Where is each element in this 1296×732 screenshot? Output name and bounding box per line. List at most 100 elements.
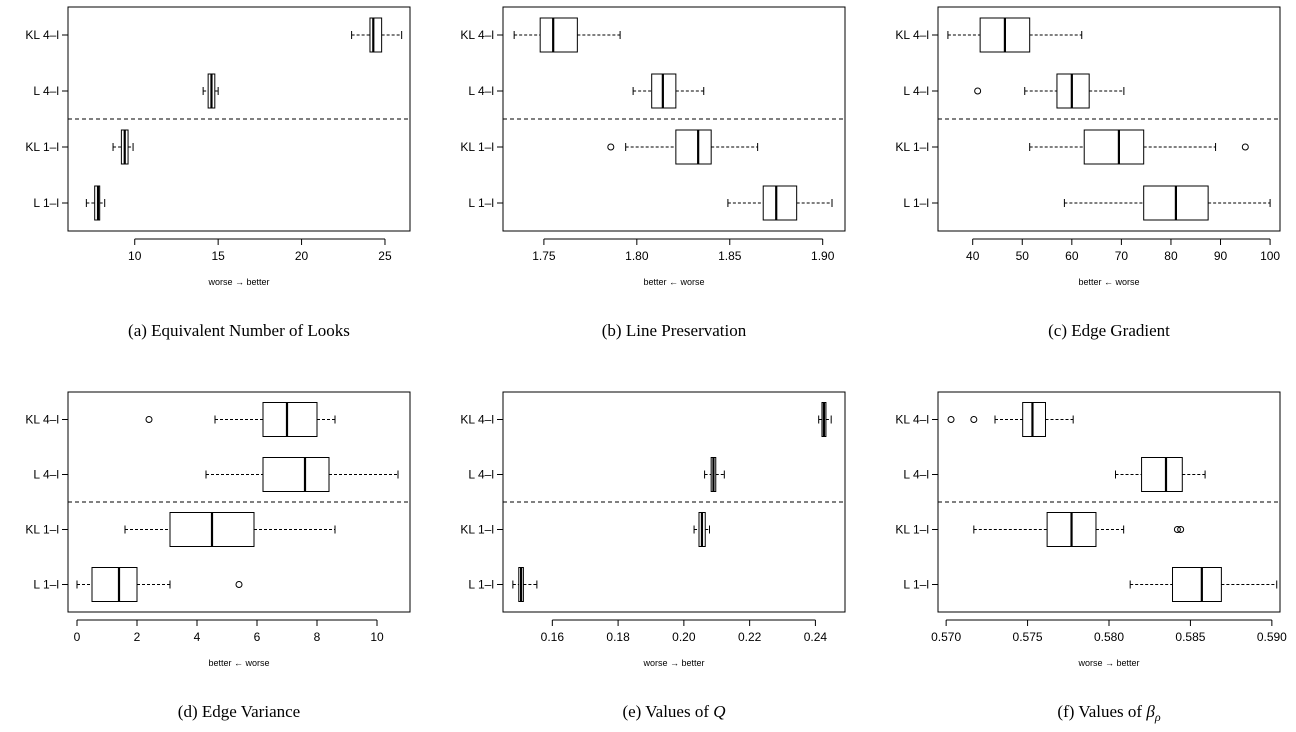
x-tick-label: 0.16 [541,630,565,644]
box-4 [1129,567,1278,602]
x-tick-label: 4 [194,630,201,644]
x-tick-label: 0.585 [1175,630,1205,644]
box-2 [704,457,725,492]
outlier-point [607,143,615,151]
x-tick-label: 0 [74,630,81,644]
iqr-box [369,17,383,53]
panel-d: 0 2 4 6 8 10 better ← worse KL 4–l L 4–l KL 1–l L … [25,391,411,721]
box-3 [112,129,134,165]
box-1 [145,402,336,437]
box-4 [727,185,833,221]
iqr-box [1083,129,1145,165]
x-axis-label: worse → better [1077,658,1139,668]
box-3 [693,512,711,547]
category-label: KL 1–l [25,523,59,537]
category-label: KL 1–l [460,140,494,154]
x-tick-label: 100 [1260,249,1280,263]
category-label: KL 4–l [895,413,929,427]
category-label: L 1–l [468,578,494,592]
category-label: KL 4–l [895,28,929,42]
box-1 [818,402,832,437]
x-tick-label: 1.75 [532,249,556,263]
x-tick-label: 8 [314,630,321,644]
panel-caption: (c) Edge Gradient [1048,321,1170,340]
iqr-box [1141,457,1183,492]
iqr-box [262,402,318,437]
x-tick-label: 1.85 [718,249,742,263]
box-2 [1115,457,1206,492]
x-tick-label: 0.18 [606,630,630,644]
caption-text: (d) Edge Variance [178,702,300,721]
caption-subscript: ρ [1154,710,1161,724]
box-2 [632,73,705,109]
box-4 [512,567,538,602]
x-tick-label: 0.20 [672,630,696,644]
panel-caption: (e) Values of Q [622,702,725,721]
category-label: KL 4–l [25,28,59,42]
caption-text: (a) Equivalent Number of Looks [128,321,350,340]
x-axis-label: better ← worse [1078,277,1139,287]
box-3 [973,512,1185,547]
iqr-box [1022,402,1046,437]
category-label: L 1–l [33,578,59,592]
panel-e: 0.16 0.18 0.20 0.22 0.24 worse → better KL 4–l… [460,391,846,721]
box-4 [1063,185,1271,221]
x-tick-label: 6 [254,630,261,644]
x-tick-label: 0.580 [1094,630,1124,644]
box-2 [974,73,1125,109]
category-label: L 1–l [33,196,59,210]
x-tick-label: 50 [1016,249,1030,263]
caption-symbol: Q [713,702,725,721]
x-tick-label: 80 [1164,249,1178,263]
box-1 [351,17,403,53]
iqr-box [91,567,138,602]
category-label: KL 1–l [460,523,494,537]
x-axis-label: worse → better [642,658,704,668]
caption-symbol: β [1145,702,1155,721]
box-4 [76,567,243,602]
iqr-box [1056,73,1090,109]
box-3 [1029,129,1249,165]
panel-caption: (f) Values of βρ [1057,702,1160,724]
x-tick-label: 0.575 [1013,630,1043,644]
box-3 [607,129,759,165]
x-tick-label: 0.590 [1257,630,1287,644]
category-label: L 4–l [468,84,494,98]
outlier-point [970,416,978,423]
outlier-point [1177,526,1185,533]
x-tick-label: 20 [295,249,309,263]
outlier-point [235,581,243,588]
x-tick-label: 0.22 [738,630,762,644]
panel-caption: (b) Line Preservation [602,321,747,340]
box-2 [202,73,219,109]
iqr-box [262,457,330,492]
panel-a: 10 15 20 25 worse → better KL 4–l L 4–l KL 1–l L… [25,6,411,340]
category-label: L 1–l [903,578,929,592]
outlier-point [1173,526,1181,533]
box-1 [947,17,1083,53]
category-label: L 4–l [468,468,494,482]
panel-caption: (d) Edge Variance [178,702,300,721]
panel-b: 1.75 1.80 1.85 1.90 better ← worse KL 4–l L 4–… [460,6,846,340]
iqr-box [539,17,578,53]
category-label: L 4–l [903,468,929,482]
x-tick-label: 10 [128,249,142,263]
x-tick-label: 60 [1065,249,1079,263]
x-tick-label: 1.80 [625,249,649,263]
box-1 [513,17,621,53]
category-label: KL 1–l [25,140,59,154]
box-1 [947,402,1074,437]
x-axis-label: better ← worse [643,277,704,287]
category-label: L 1–l [468,196,494,210]
category-label: KL 1–l [895,523,929,537]
category-label: L 1–l [903,196,929,210]
x-axis-label: better ← worse [208,658,269,668]
caption-text: (c) Edge Gradient [1048,321,1170,340]
category-label: L 4–l [33,468,59,482]
outlier-point [145,416,153,423]
outlier-point [1241,143,1249,151]
x-tick-label: 2 [134,630,141,644]
x-axis-label: worse → better [207,277,269,287]
panel-c: 40 50 60 70 80 90 100 better ← worse KL 4–l L 4–l… [895,6,1281,340]
